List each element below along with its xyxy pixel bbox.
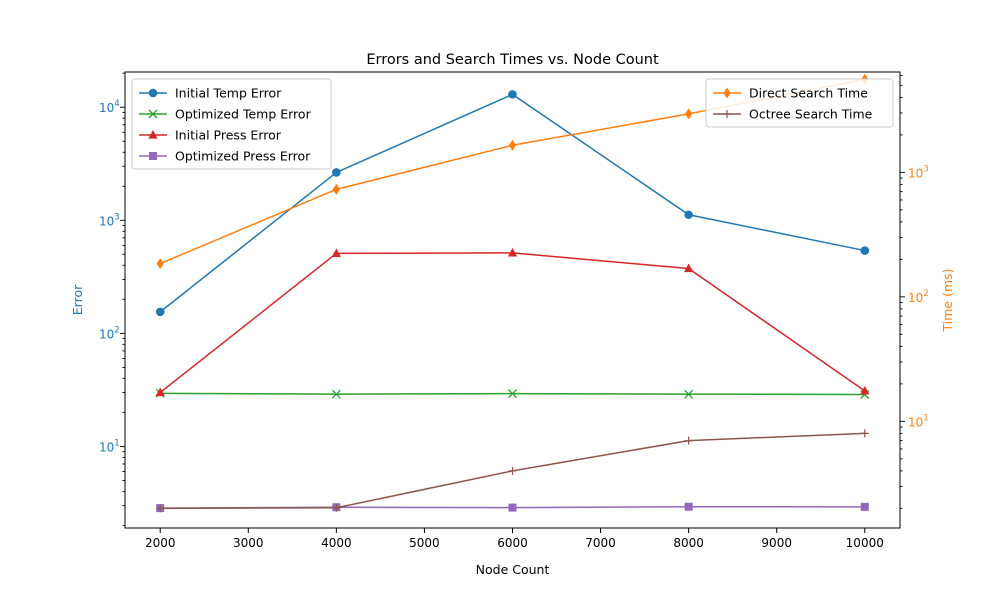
chart-title: Errors and Search Times vs. Node Count xyxy=(366,52,659,68)
x-tick-label: 3000 xyxy=(233,536,264,550)
data-point xyxy=(332,168,341,177)
x-tick-label: 7000 xyxy=(585,536,616,550)
data-point xyxy=(723,87,731,99)
data-point xyxy=(507,247,518,257)
legend-label: Optimized Temp Error xyxy=(175,107,312,122)
legend-entry: Direct Search Time xyxy=(713,86,868,101)
left-axis-tick-base: 10 xyxy=(99,327,114,341)
x-axis-label: Node Count xyxy=(476,562,550,577)
x-tick-label: 9000 xyxy=(761,536,792,550)
right-axis-label: Time (ms) xyxy=(940,268,955,332)
data-point xyxy=(860,246,870,255)
data-point xyxy=(860,385,870,395)
right-axis-tick-base: 10 xyxy=(908,166,923,180)
right-axis-tick-base: 10 xyxy=(908,291,923,305)
data-point xyxy=(331,389,341,399)
legend-box xyxy=(131,78,332,170)
data-point xyxy=(508,503,517,512)
left-axis-tick-label: 102 xyxy=(99,325,120,341)
x-tick-label: 8000 xyxy=(673,536,704,550)
data-point xyxy=(155,307,165,317)
series-layer xyxy=(155,73,870,513)
legend-entry: Optimized Press Error xyxy=(139,149,311,164)
data-point xyxy=(332,503,341,512)
legend-entry: Initial Press Error xyxy=(139,128,282,143)
left-axis-tick-label: 104 xyxy=(99,99,120,115)
data-point xyxy=(684,389,694,399)
x-tick-label: 4000 xyxy=(321,536,352,550)
legend-label: Initial Press Error xyxy=(175,128,282,143)
plot-frame xyxy=(124,71,901,529)
left-axis-tick-label: 103 xyxy=(99,212,120,228)
data-point xyxy=(156,504,165,513)
data-point xyxy=(684,436,693,445)
x-tick-label: 10000 xyxy=(846,536,884,550)
left-axis-tick-exponent: 4 xyxy=(114,99,119,109)
legend-right: Direct Search Time Octree Search Time xyxy=(705,78,894,128)
legend-label: Initial Temp Error xyxy=(175,86,282,101)
data-point xyxy=(860,502,869,511)
data-point xyxy=(685,108,693,120)
right-axis-tick-exponent: 3 xyxy=(923,164,928,174)
left-axis-tick-exponent: 1 xyxy=(114,438,119,448)
legend-entry: Octree Search Time xyxy=(713,107,873,122)
left-axis-tick-exponent: 2 xyxy=(114,325,119,335)
right-axis-tick-label: 102 xyxy=(908,289,929,305)
x-tick-label: 6000 xyxy=(497,536,528,550)
data-point xyxy=(155,387,165,397)
data-point xyxy=(148,109,158,119)
left-axis-tick-base: 10 xyxy=(99,101,114,115)
left-axis-tick-label: 101 xyxy=(99,438,120,454)
data-point xyxy=(149,152,157,160)
legend-entry: Initial Temp Error xyxy=(139,86,282,101)
data-point xyxy=(684,210,693,220)
left-axis-label: Error xyxy=(70,284,85,315)
data-point xyxy=(508,139,517,151)
left-axis-tick-base: 10 xyxy=(99,214,114,228)
data-point xyxy=(148,130,158,139)
series-initial-press-error xyxy=(155,247,870,397)
data-point xyxy=(723,110,731,118)
legend-entry: Optimized Temp Error xyxy=(139,107,312,122)
data-point xyxy=(684,263,694,273)
legend-label: Direct Search Time xyxy=(749,86,868,101)
data-point xyxy=(860,429,869,438)
legend-left: Initial Temp Error Optimized Temp Error In… xyxy=(131,78,332,170)
x-tick-label: 5000 xyxy=(409,536,440,550)
left-axis-tick-exponent: 3 xyxy=(114,212,119,222)
data-point xyxy=(508,389,517,399)
right-axis-tick-exponent: 1 xyxy=(923,413,928,423)
axis-ticks: 2000 3000 4000 5000 6000 7000 8000 9000 10000101… xyxy=(99,72,929,550)
x-tick-label: 2000 xyxy=(145,536,176,550)
legend-label: Optimized Press Error xyxy=(175,149,311,164)
right-axis-tick-base: 10 xyxy=(908,415,923,429)
right-axis-tick-label: 103 xyxy=(908,164,929,180)
data-point xyxy=(508,90,517,99)
left-axis-tick-base: 10 xyxy=(99,440,114,454)
data-point xyxy=(331,248,341,257)
data-point xyxy=(684,502,693,511)
legend-label: Octree Search Time xyxy=(749,107,873,122)
series-octree-search-time xyxy=(156,429,869,513)
legend-box xyxy=(705,78,894,128)
right-axis-tick-label: 101 xyxy=(908,413,929,429)
series-initial-temp-error xyxy=(155,90,870,317)
data-point xyxy=(156,258,164,270)
data-point xyxy=(148,88,158,98)
data-point xyxy=(508,466,517,475)
right-axis-tick-exponent: 2 xyxy=(923,289,928,299)
data-point xyxy=(332,183,340,195)
